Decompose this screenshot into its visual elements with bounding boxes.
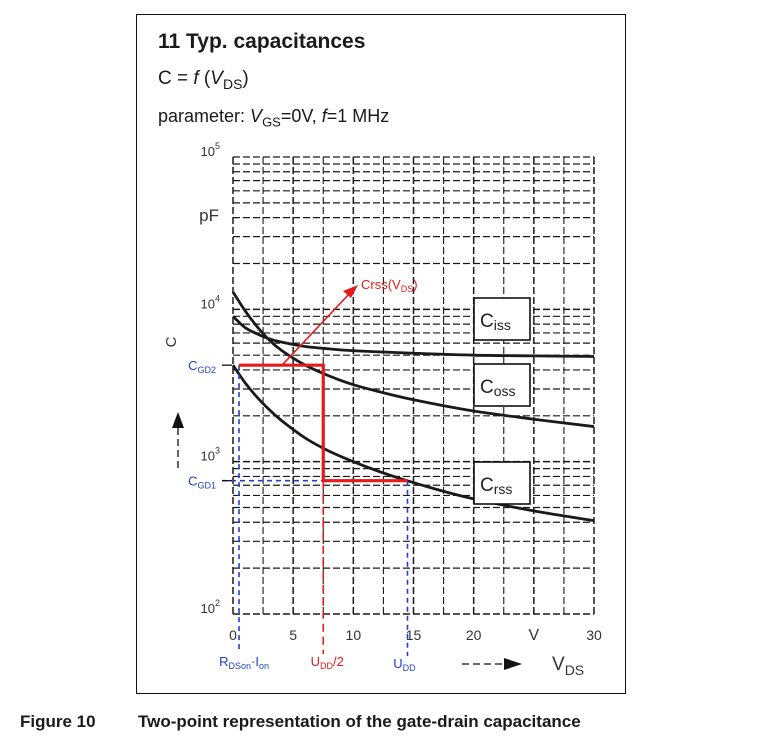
param-v: V <box>250 106 263 126</box>
figure-frame <box>136 14 626 694</box>
crss-vds-close: ) <box>413 277 417 292</box>
chart-function: C = f (VDS) <box>158 68 249 92</box>
function-f: f <box>193 68 199 89</box>
coss-label-sub: oss <box>494 383 516 399</box>
coss-label-main: C <box>480 377 494 398</box>
cgd2-label-sub: GD2 <box>197 365 216 375</box>
y-tick-label: 104 <box>201 293 220 311</box>
y-tick-exponent: 2 <box>215 598 220 608</box>
udd-half-label-main: U <box>311 654 320 669</box>
x-axis-label: VDS <box>552 654 584 678</box>
crss-label-main: C <box>480 475 494 496</box>
rdson-label: RDSon·Ion <box>219 654 269 671</box>
x-axis-arrow-head <box>504 658 522 670</box>
param-prefix: parameter: <box>158 106 251 126</box>
crss-arrow-line <box>281 292 351 366</box>
crss-arrow-head <box>343 285 358 298</box>
udd-half-label-end: /2 <box>333 654 344 669</box>
udd-label-main: U <box>393 656 402 671</box>
chart-parameter: parameter: VGS=0V, f=1 MHz <box>158 106 389 130</box>
cgd1-label: CGD1 <box>188 474 216 491</box>
caption-number: Figure 10 <box>20 712 96 731</box>
param-mid: =0V, <box>280 106 322 126</box>
y-axis-label: C <box>163 336 180 347</box>
ciss-label: Ciss <box>480 311 511 333</box>
rdson-label-sub2: on <box>259 661 269 671</box>
chart-title: 11 Typ. capacitances <box>158 30 366 53</box>
crss-label-box <box>473 461 531 505</box>
coss-curve <box>231 291 595 428</box>
function-var: V <box>210 68 223 89</box>
x-tick-label: 5 <box>289 627 297 643</box>
param-sub: GS <box>262 114 281 130</box>
y-tick-exponent: 3 <box>215 446 220 456</box>
x-tick-label: 0 <box>229 627 237 643</box>
x-tick-label: 20 <box>466 627 482 643</box>
udd-half-label-sub: DD <box>320 661 333 671</box>
x-tick-label: 30 <box>586 627 602 643</box>
crss-vds-main: Crss(V <box>361 277 401 292</box>
function-sub: DS <box>222 75 243 92</box>
function-close: ) <box>242 68 249 89</box>
y-tick-base: 10 <box>201 601 215 616</box>
crss-curve <box>231 364 595 523</box>
y-tick-base: 10 <box>201 144 215 159</box>
crss-label-sub: rss <box>494 481 513 497</box>
udd-half-label: UDD/2 <box>311 654 344 671</box>
coss-label: Coss <box>480 377 516 399</box>
param-end: =1 MHz <box>326 106 390 126</box>
rdson-label-main: R <box>219 654 228 669</box>
crss-label: Crss <box>480 475 512 497</box>
y-tick-label: 103 <box>201 446 220 464</box>
function-prefix: C = <box>158 68 194 89</box>
two-point-step-line <box>239 363 408 483</box>
y-axis-arrow-head <box>172 412 184 428</box>
rdson-label-sub1: DSon <box>228 661 251 671</box>
cgd2-label: CGD2 <box>188 358 216 375</box>
ciss-label-box <box>473 297 531 341</box>
crss-vds-sub: DS <box>401 284 414 294</box>
x-unit-label: V <box>528 627 539 644</box>
blue-markers <box>222 365 409 656</box>
udd-label: UDD <box>393 656 416 673</box>
cgd1-label-sub: GD1 <box>197 481 216 491</box>
grid <box>232 156 595 615</box>
rdson-label-mid: ·I <box>251 654 259 669</box>
crss-vds-label: Crss(VDS) <box>361 277 418 294</box>
y-tick-base: 10 <box>201 449 215 464</box>
ciss-curve <box>232 315 595 358</box>
cgd1-label-main: C <box>188 474 197 489</box>
ciss-label-sub: iss <box>494 317 511 333</box>
function-open: ( <box>198 68 211 89</box>
x-tick-label: 15 <box>406 627 422 643</box>
param-f: f <box>321 106 327 126</box>
ciss-label-main: C <box>480 311 494 332</box>
x-tick-label: 10 <box>346 627 362 643</box>
y-tick-exponent: 5 <box>215 141 220 151</box>
x-axis-label-sub: DS <box>565 662 584 678</box>
figure-caption: Figure 10 Two-point representation of the… <box>20 712 581 732</box>
caption-text: Two-point representation of the gate-dra… <box>138 712 581 731</box>
y-tick-base: 10 <box>201 296 215 311</box>
y-tick-exponent: 4 <box>215 293 220 303</box>
udd-label-sub: DD <box>403 663 416 673</box>
x-axis-label-main: V <box>552 654 565 675</box>
cgd2-label-main: C <box>188 358 197 373</box>
coss-label-box <box>473 363 531 407</box>
y-tick-label: 102 <box>201 598 220 616</box>
y-unit-label: pF <box>199 206 219 225</box>
y-tick-label: 105 <box>201 141 220 159</box>
